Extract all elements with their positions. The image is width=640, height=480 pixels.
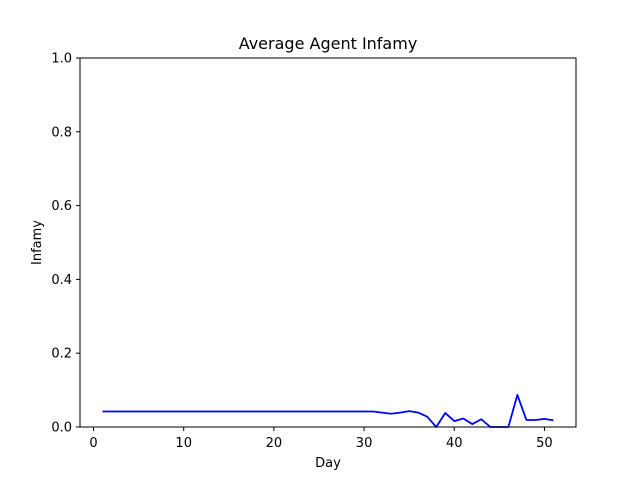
y-tick-label: 0.6 [51,199,72,214]
x-tick-label: 0 [89,436,97,451]
plot-frame [79,57,577,428]
series-line-0 [102,393,554,428]
x-tick-label: 40 [446,436,463,451]
x-tick-label: 50 [536,436,553,451]
y-tick-label: 1.0 [51,52,72,67]
x-axis-label: Day [315,456,341,471]
x-tick-label: 10 [175,436,192,451]
series-layer [102,393,554,428]
x-axis: 0 10 20 30 40 50 [89,427,553,451]
y-axis: 0.0 0.2 0.4 0.6 0.8 1.0 [51,52,80,436]
y-tick-label: 0.2 [51,347,72,362]
y-tick-label: 0.8 [51,125,72,140]
y-axis-label: Infamy [30,220,45,265]
x-tick-label: 20 [266,436,283,451]
y-tick-label: 0.0 [51,421,72,436]
chart-title: Average Agent Infamy [239,34,418,53]
y-tick-label: 0.4 [51,273,72,288]
x-tick-label: 30 [356,436,373,451]
